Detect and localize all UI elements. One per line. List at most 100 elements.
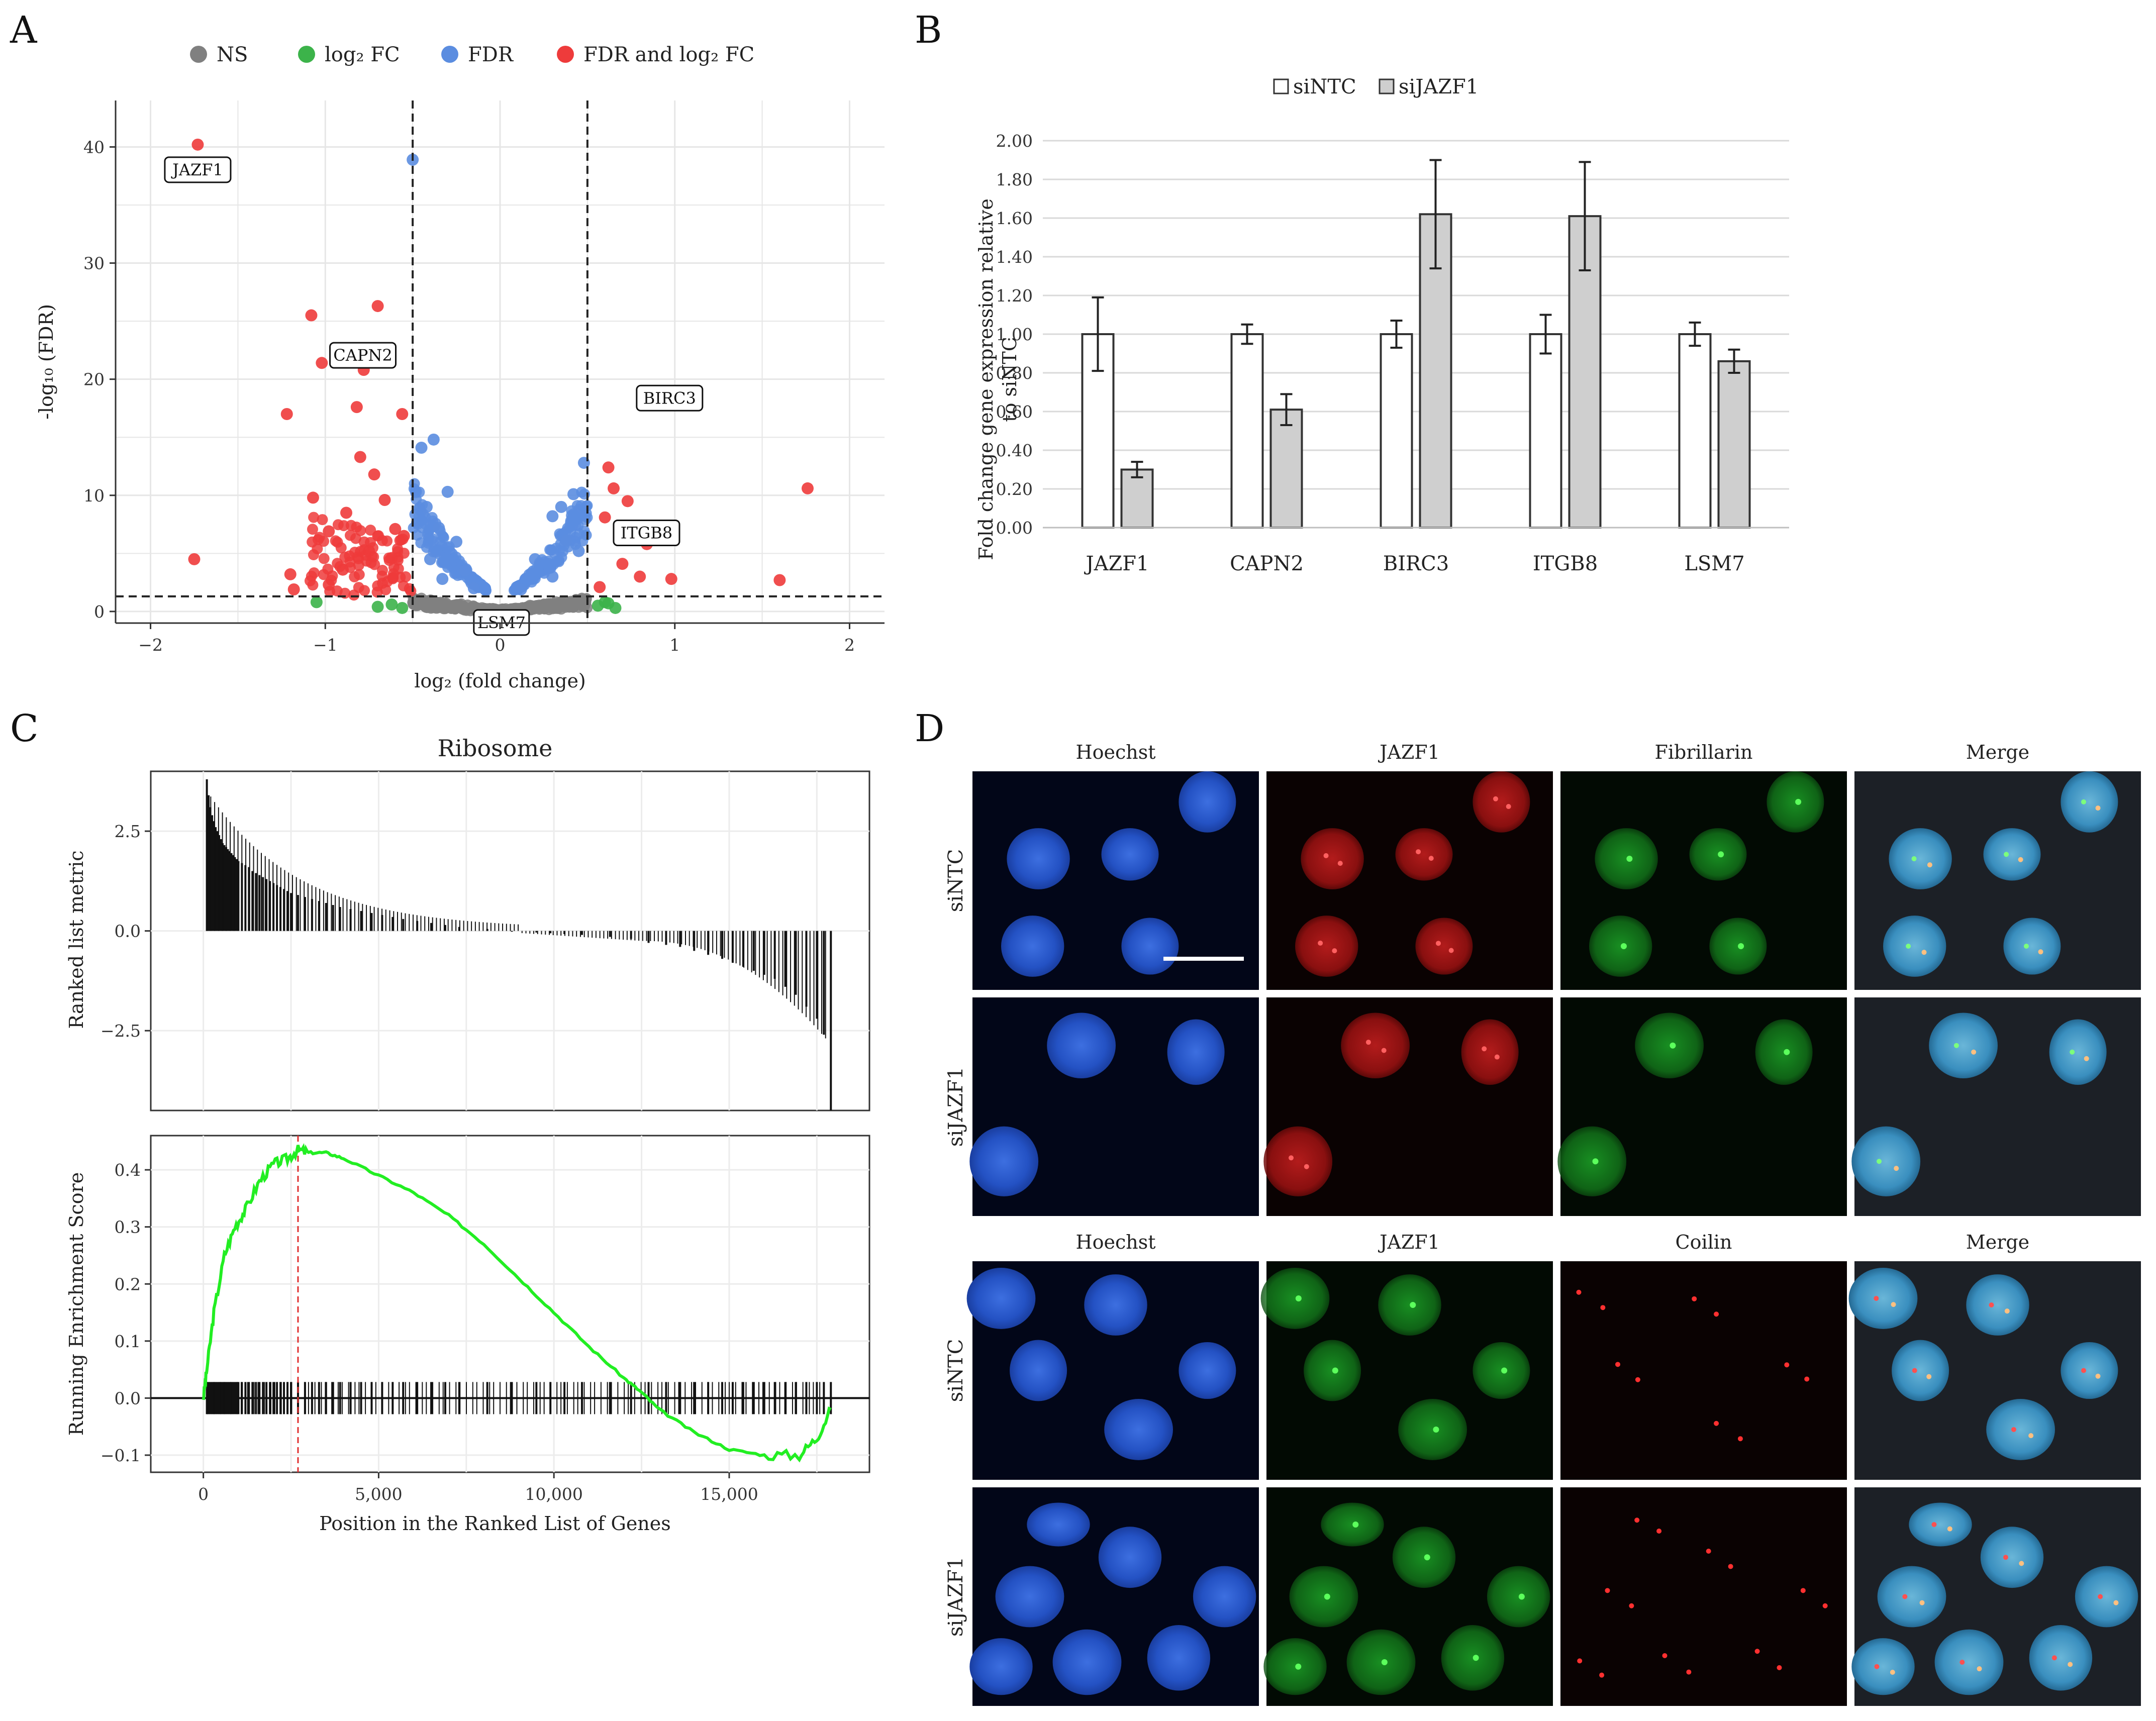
- merge-dot2-r0-c3-0: [2095, 805, 2101, 811]
- nucleus-r2-c1-0: [1260, 1268, 1330, 1329]
- volcano-point-1-16: [546, 570, 559, 583]
- fdr-fc-point: [308, 512, 320, 523]
- micrograph-bg-r2-c2: [1560, 1261, 1847, 1480]
- y-tick-label-2: 20: [83, 370, 105, 389]
- nucleolus-dot2-r1-c1-1: [1494, 1054, 1500, 1060]
- gsea-top-ylabel: Ranked list metric: [65, 850, 87, 1029]
- micrograph-grid: [966, 771, 2141, 1706]
- fdr-fc-point: [361, 555, 372, 567]
- row-header-2: siNTC: [944, 1339, 967, 1402]
- nucleus-r1-c2-0: [1635, 1013, 1704, 1078]
- gsea-bot-ytick-label-0: 0.4: [115, 1160, 141, 1180]
- nucleus-r0-c0-2: [1101, 828, 1159, 881]
- volcano-point-1-19: [555, 500, 567, 513]
- nucleus-r1-c3-0: [1929, 1013, 1998, 1078]
- green-dot-r2-c1-1: [1410, 1302, 1416, 1308]
- y-tick-label-1: 10: [83, 486, 105, 505]
- nucleus-r0-c3-3: [1883, 916, 1946, 977]
- merge-dot2-r0-c3-1: [1927, 862, 1932, 868]
- gsea-bot-ytick-label-5: −0.1: [101, 1446, 141, 1465]
- nucleus-r1-c1-2: [1263, 1126, 1333, 1196]
- y-tick-label-4: 40: [83, 137, 105, 157]
- bar-category-label-3: ITGB8: [1533, 552, 1598, 575]
- col-header-1-1: JAZF1: [1378, 1231, 1440, 1253]
- bar-grid: [1043, 140, 1789, 529]
- green-dot-r2-c1-2: [1501, 1367, 1508, 1374]
- volcano-point-0-12: [354, 451, 366, 463]
- nucleus-r0-c1-1: [1301, 828, 1364, 889]
- merge-dot-r3-c3-2: [1902, 1594, 1908, 1599]
- nucleus-r0-c0-3: [1001, 916, 1064, 977]
- volcano-point-0-27: [634, 570, 646, 583]
- merge-dot-r0-c3-2: [2004, 852, 2009, 857]
- bar-siNTC-LSM7: [1678, 333, 1712, 529]
- row-header-0: siNTC: [944, 849, 967, 913]
- green-dot-r0-c2-1: [1626, 856, 1633, 862]
- nucleus-r3-c3-2: [1877, 1566, 1946, 1628]
- fdr-fc-point: [372, 530, 383, 542]
- gene-label-ITGB8: ITGB8: [621, 523, 672, 542]
- merge-dot2-r1-c3-0: [1971, 1049, 1977, 1055]
- fdr-point: [409, 478, 420, 489]
- green-dot-r3-c1-6: [1473, 1655, 1479, 1661]
- volcano-point-0-33: [323, 578, 335, 591]
- gsea-xtick-label-0: 0: [198, 1484, 209, 1504]
- volcano-point-1-10: [467, 582, 480, 594]
- green-dot-r3-c1-2: [1324, 1593, 1330, 1600]
- bar-siNTC-ITGB8: [1529, 333, 1562, 529]
- legend-dot-2: [441, 46, 458, 63]
- merge-dot2-r3-c3-3: [2113, 1600, 2119, 1605]
- nucleus-r3-c0-6: [1147, 1625, 1211, 1691]
- nucleolus-dot-r0-c1-1: [1323, 853, 1329, 858]
- nucleolus-dot2-r0-c1-3: [1332, 948, 1337, 954]
- merge-dot-r1-c3-2: [1877, 1159, 1882, 1164]
- volcano-point-0-4: [350, 401, 363, 414]
- fdr-point: [533, 567, 545, 578]
- panel-letter-d: D: [915, 707, 944, 750]
- volcano-point-0-7: [396, 408, 409, 420]
- nucleus-r0-c0-4: [1121, 918, 1179, 975]
- green-dot-r0-c2-4: [1738, 943, 1744, 949]
- volcano-point-0-10: [323, 525, 335, 538]
- panel-a: A NS log₂ FC FDR FDR and log₂ FC JAZF1 CAPN2…: [10, 9, 885, 692]
- gsea-top-ytick-label-0: 2.5: [115, 822, 141, 841]
- volcano-point-1-4: [420, 500, 433, 513]
- nucleus-r2-c0-3: [1010, 1340, 1067, 1401]
- micrograph-r1-c0: [969, 997, 1259, 1216]
- nucleus-r0-c3-1: [1889, 828, 1952, 889]
- green-dot-r3-c1-5: [1295, 1663, 1302, 1670]
- fdr-point: [412, 530, 423, 541]
- volcano-point-0-30: [802, 482, 814, 494]
- volcano-point-1-7: [424, 553, 436, 565]
- nucleus-r3-c3-1: [1980, 1527, 2044, 1588]
- gene-label-box-ITGB8: [613, 519, 680, 546]
- nucleus-r1-c1-1: [1461, 1019, 1519, 1085]
- nucleus-r1-c3-2: [1851, 1126, 1921, 1196]
- fdr-fc-point: [338, 520, 349, 532]
- gsea-running-score: [202, 1136, 832, 1472]
- bar-y-tick-label-4: 0.80: [996, 363, 1033, 383]
- nucleus-r3-c0-2: [995, 1566, 1064, 1628]
- gsea-top-axes: 2.5 0.0 −2.5: [101, 822, 151, 1041]
- col-header-1-3: Merge: [1966, 1231, 2029, 1253]
- nucleolus-dot2-r0-c1-2: [1428, 856, 1434, 861]
- volcano-point-0-17: [337, 563, 349, 576]
- bar-y-tick-label-8: 1.60: [996, 209, 1033, 228]
- bar-y-tick-label-3: 0.60: [996, 402, 1033, 422]
- nucleus-r2-c0-0: [966, 1268, 1036, 1329]
- volcano-point-0-2: [316, 357, 328, 369]
- nucleus-r1-c3-1: [2049, 1019, 2107, 1085]
- nucleolus-dot2-r0-c1-0: [1506, 804, 1511, 809]
- gene-label-box-BIRC3: [636, 384, 704, 412]
- green-dot-r2-c1-3: [1332, 1367, 1338, 1374]
- micrograph-r3-c1: [1263, 1487, 1553, 1706]
- nucleus-r2-c3-3: [1892, 1340, 1949, 1401]
- merge-dot2-r2-c3-1: [2004, 1308, 2010, 1314]
- x-tick-label-0: −2: [138, 635, 163, 655]
- micrograph-r3-c2: [1560, 1487, 1847, 1706]
- volcano-point-0-1: [305, 309, 318, 322]
- coilin-dot2-r3-c2-1: [1728, 1564, 1733, 1569]
- gene-label-CAPN2: CAPN2: [333, 346, 392, 365]
